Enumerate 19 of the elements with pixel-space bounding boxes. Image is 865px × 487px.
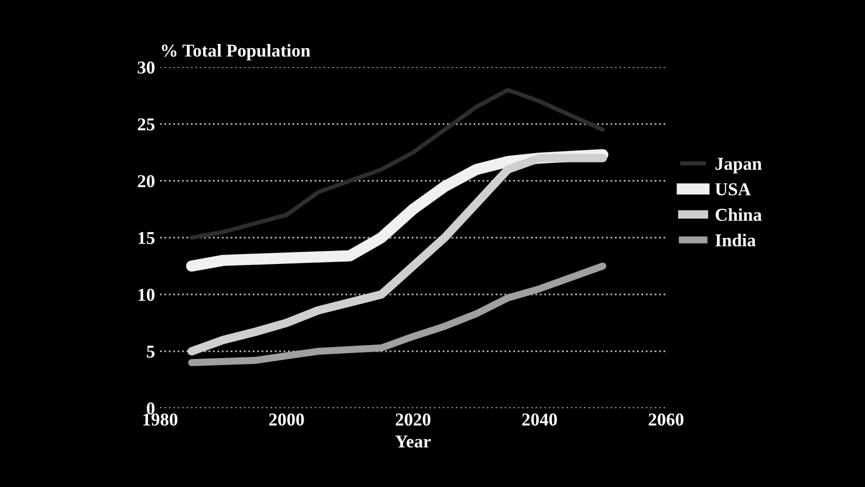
x-tick-label: 2060 xyxy=(648,413,684,426)
x-tick-label: 2040 xyxy=(522,413,557,426)
y-tick-label: 15 xyxy=(138,232,155,244)
y-tick-label: 20 xyxy=(138,175,154,188)
legend-label: USA xyxy=(715,183,751,196)
legend-label: India xyxy=(715,234,756,246)
y-tick-label: 10 xyxy=(138,288,154,301)
x-axis-title: Year xyxy=(395,436,431,448)
y-tick-label: 0 xyxy=(146,402,154,415)
y-axis-title: % Total Population xyxy=(162,44,310,60)
legend-label: China xyxy=(716,208,762,221)
y-tick-label: 5 xyxy=(146,346,155,358)
x-tick-label: 1980 xyxy=(143,413,178,426)
y-tick-label: 25 xyxy=(138,118,155,130)
line-series xyxy=(190,88,605,240)
legend-label: Japan xyxy=(716,158,762,174)
x-tick-label: 2000 xyxy=(269,413,304,426)
x-tick-label: 2020 xyxy=(396,413,430,426)
y-tick-label: 30 xyxy=(138,61,154,74)
